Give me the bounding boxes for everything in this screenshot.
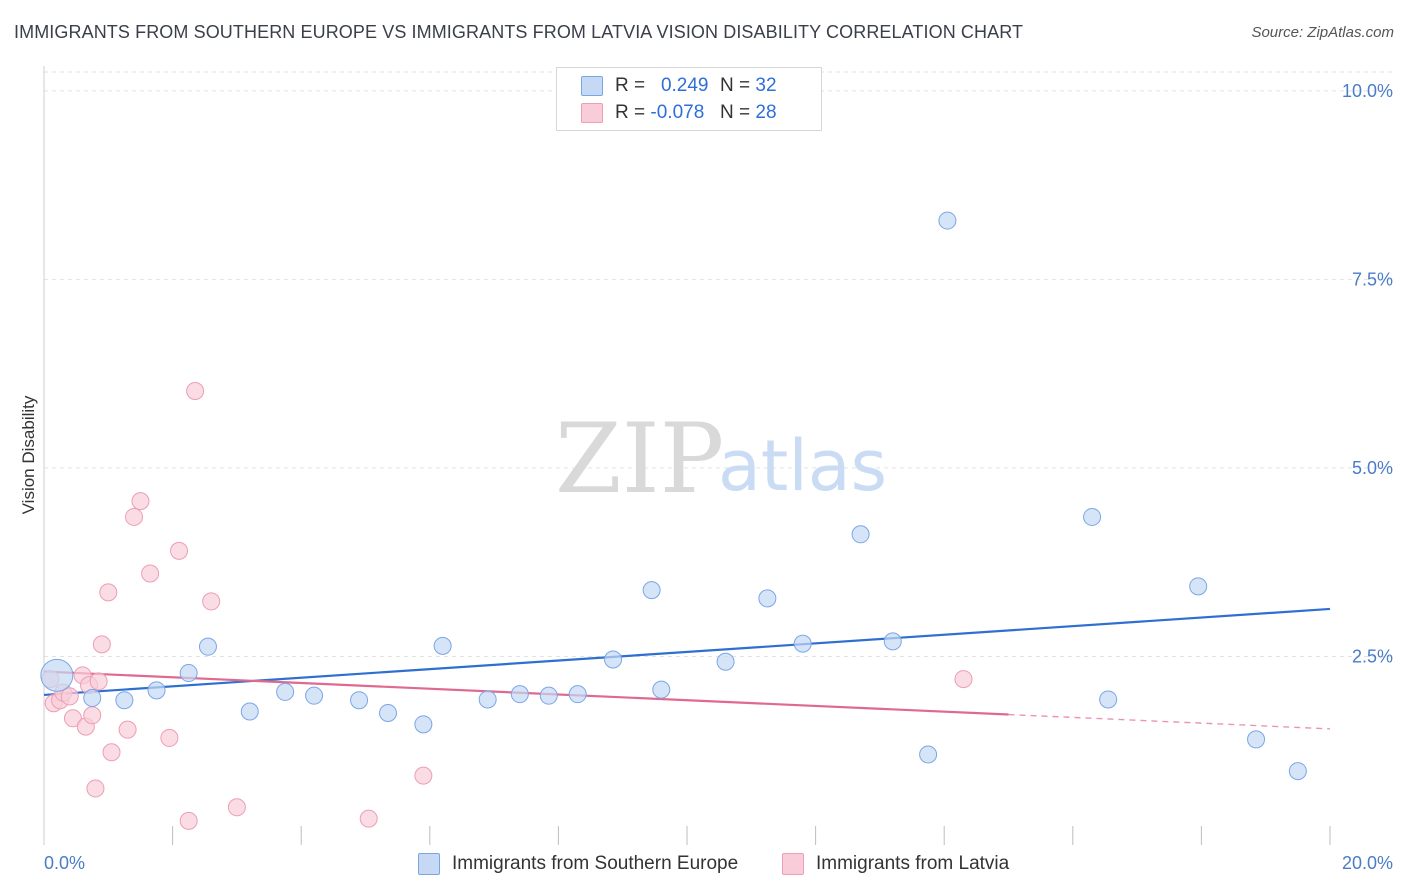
axes — [43, 66, 1331, 845]
data-point-southern-europe — [851, 525, 870, 544]
legend-n-label: N = — [720, 75, 751, 96]
watermark: ZIP atlas — [555, 403, 887, 515]
data-point-southern-europe — [179, 664, 198, 683]
data-point-southern-europe — [652, 680, 671, 699]
data-point-southern-europe — [568, 685, 587, 704]
legend-r-value: -0.078 — [650, 102, 705, 123]
data-point-southern-europe — [1288, 762, 1307, 781]
legend-item-southern-europe: Immigrants from Southern Europe — [418, 852, 738, 876]
y-tick-label: 10.0% — [1342, 81, 1393, 101]
data-point-latvia — [102, 743, 121, 762]
data-points — [40, 211, 1307, 830]
data-point-latvia — [118, 720, 137, 739]
data-point-southern-europe — [115, 691, 134, 710]
data-point-southern-europe — [40, 658, 74, 692]
grid-lines — [44, 71, 1394, 657]
data-point-southern-europe — [379, 704, 398, 723]
data-point-southern-europe — [604, 650, 623, 669]
legend-row-latvia: R = -0.078 N = 28 — [581, 101, 777, 125]
y-axis-label: Vision Disability — [19, 395, 38, 514]
data-point-southern-europe — [1247, 730, 1266, 749]
data-point-southern-europe — [716, 652, 735, 671]
legend-r-label: R = — [615, 75, 646, 96]
legend-n-value: 28 — [755, 102, 777, 123]
x-tick-label: 0.0% — [44, 853, 85, 873]
data-point-latvia — [170, 541, 189, 560]
data-point-latvia — [63, 709, 82, 728]
y-tick-label: 2.5% — [1352, 646, 1393, 666]
legend-n-label: N = — [720, 102, 751, 123]
data-point-latvia — [186, 382, 205, 401]
data-point-latvia — [359, 809, 378, 828]
data-point-southern-europe — [642, 581, 661, 600]
data-point-southern-europe — [478, 690, 497, 709]
trend-line-southern-europe — [43, 607, 1331, 697]
data-point-latvia — [99, 583, 118, 602]
data-point-southern-europe — [198, 637, 217, 656]
data-point-latvia — [202, 592, 221, 611]
trend-line-latvia-extension — [1008, 713, 1331, 730]
data-point-southern-europe — [1189, 577, 1208, 596]
data-point-southern-europe — [240, 702, 259, 721]
watermark-zip: ZIP — [555, 403, 724, 515]
data-point-latvia — [89, 672, 108, 691]
data-point-southern-europe — [305, 686, 324, 705]
data-point-southern-europe — [510, 685, 529, 704]
legend-swatch-pink — [782, 853, 804, 875]
chart-source: Source: ZipAtlas.com — [1251, 24, 1394, 41]
data-point-southern-europe — [83, 688, 102, 707]
data-point-latvia — [414, 766, 433, 785]
data-point-latvia — [60, 687, 79, 706]
data-point-latvia — [179, 811, 198, 830]
y-tick-label: 5.0% — [1352, 458, 1393, 478]
data-point-latvia — [954, 670, 973, 689]
y-tick-label: 7.5% — [1352, 269, 1393, 289]
data-point-southern-europe — [414, 715, 433, 734]
legend-row-southern-europe: R = 0.249 N = 32 — [581, 74, 777, 98]
legend-r-value: 0.249 — [660, 75, 709, 96]
data-point-southern-europe — [938, 211, 957, 230]
legend-item-latvia: Immigrants from Latvia — [782, 852, 1009, 876]
legend-swatch-blue — [418, 853, 440, 875]
data-point-latvia — [160, 728, 179, 747]
data-point-southern-europe — [1083, 507, 1102, 526]
data-point-latvia — [92, 635, 111, 654]
data-point-southern-europe — [539, 686, 558, 705]
legend-label-southern-europe: Immigrants from Southern Europe — [452, 853, 739, 874]
data-point-latvia — [125, 507, 144, 526]
data-point-southern-europe — [793, 634, 812, 653]
data-point-southern-europe — [147, 681, 166, 700]
data-point-latvia — [141, 564, 160, 583]
data-point-southern-europe — [758, 589, 777, 608]
data-point-latvia — [227, 798, 246, 817]
data-point-southern-europe — [350, 691, 369, 710]
data-point-southern-europe — [433, 636, 452, 655]
tick-labels: 2.5% 5.0% 7.5% 10.0% 0.0% 20.0% — [44, 81, 1393, 873]
legend-n-value: 32 — [755, 75, 777, 96]
data-point-southern-europe — [1099, 690, 1118, 709]
x-tick-label: 20.0% — [1342, 853, 1393, 873]
data-point-latvia — [86, 779, 105, 798]
legend-swatch-pink — [581, 103, 603, 123]
data-point-southern-europe — [883, 632, 902, 651]
stats-legend: R = 0.249 N = 32 R = -0.078 N = 28 — [556, 67, 822, 131]
legend-swatch-blue — [581, 76, 603, 96]
legend-r-label: R = — [615, 102, 646, 123]
data-point-southern-europe — [276, 682, 295, 701]
data-point-southern-europe — [919, 745, 938, 764]
legend-label-latvia: Immigrants from Latvia — [816, 853, 1010, 874]
data-point-latvia — [131, 492, 150, 511]
trend-lines — [43, 607, 1331, 730]
data-point-latvia — [83, 706, 102, 725]
watermark-atlas: atlas — [718, 425, 887, 507]
chart-title: IMMIGRANTS FROM SOUTHERN EUROPE VS IMMIG… — [14, 22, 1024, 42]
